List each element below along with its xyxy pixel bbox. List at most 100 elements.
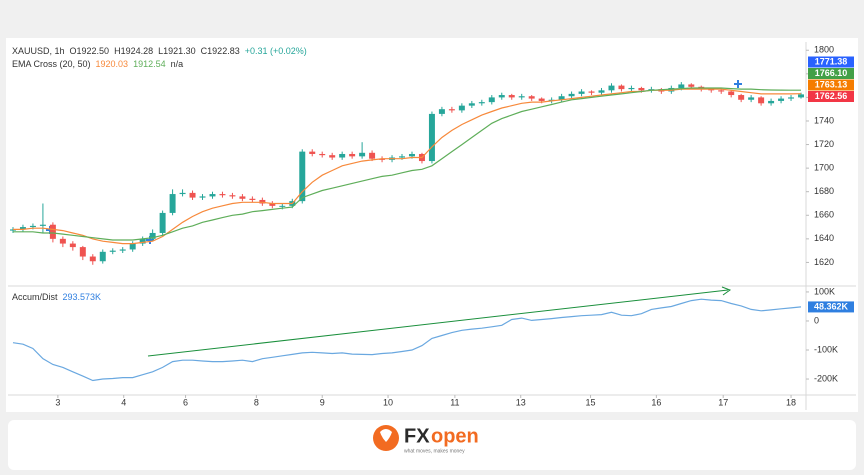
- candle-body: [478, 102, 485, 104]
- x-tick-label: 10: [383, 397, 393, 407]
- ohlc-open: O1922.50: [69, 46, 110, 56]
- ad-line: [12, 298, 802, 382]
- symbol: XAUUSD, 1h: [12, 46, 65, 56]
- candle-body: [778, 98, 785, 101]
- candle-body: [488, 97, 495, 103]
- ad-header: Accum/Dist 293.573K: [12, 292, 101, 302]
- candle-body: [768, 100, 775, 104]
- candle-body: [369, 152, 376, 159]
- x-tick-label: 11: [450, 397, 459, 407]
- brand-fx: FX: [404, 425, 430, 447]
- candle-body: [628, 87, 635, 90]
- footer-card: [8, 420, 856, 470]
- candle-body: [269, 203, 276, 206]
- candle-body: [468, 103, 475, 106]
- candle-body: [408, 153, 415, 157]
- x-tick-label: 15: [586, 397, 596, 407]
- x-tick-label: 13: [516, 397, 526, 407]
- price-tag-bg: [808, 56, 854, 68]
- y-tick-label: -200K: [814, 373, 838, 383]
- candle-body: [179, 192, 186, 195]
- candle-body: [129, 243, 136, 250]
- candle-body: [169, 194, 176, 213]
- candle-body: [149, 232, 156, 239]
- candle-body: [678, 84, 685, 88]
- x-tick-label: 6: [183, 397, 188, 407]
- candle-body: [319, 153, 326, 156]
- y-tick-label: 100K: [814, 286, 835, 296]
- ema-line: [13, 88, 802, 245]
- price-tag: 1763.13: [815, 79, 848, 89]
- candle-body: [458, 105, 465, 111]
- candle-body: [748, 97, 755, 100]
- y-tick-label: 1800: [814, 45, 834, 55]
- candle-body: [438, 109, 445, 114]
- candle-body: [249, 198, 256, 200]
- candle-body: [598, 90, 605, 93]
- candle-body: [9, 229, 16, 231]
- candle-body: [508, 95, 515, 98]
- candle-body: [578, 91, 585, 94]
- candle-body: [428, 113, 435, 162]
- candle-body: [359, 152, 366, 157]
- candle-body: [349, 153, 356, 157]
- x-tick-label: 16: [651, 397, 661, 407]
- candle-body: [229, 195, 236, 197]
- ad-tag: 48.362K: [814, 301, 849, 311]
- candle-body: [139, 238, 146, 244]
- candle-body: [99, 251, 106, 262]
- candle-body: [19, 227, 26, 230]
- candle-body: [209, 194, 216, 197]
- ad-value: 293.573K: [62, 292, 102, 302]
- y-tick-label: 1620: [814, 257, 834, 267]
- trend-arrow-head: [721, 286, 732, 296]
- logo-icon-detail: [380, 429, 392, 442]
- ad-title: Accum/Dist: [12, 292, 58, 302]
- candle-body: [568, 93, 575, 97]
- candle-body: [728, 91, 735, 96]
- candle-body: [688, 84, 695, 87]
- candle-body: [798, 94, 805, 98]
- price-header: XAUUSD, 1h O1922.50 H1924.28 L1921.30 C1…: [12, 46, 307, 56]
- ohlc-low: L1921.30: [158, 46, 196, 56]
- trend-arrow: [147, 286, 732, 357]
- candle-body: [279, 205, 286, 207]
- price-tag-bg: [808, 91, 854, 102]
- change: +0.31 (+0.02%): [244, 46, 307, 56]
- y-tick-label: 1720: [814, 139, 834, 149]
- candle-body: [528, 96, 535, 99]
- y-tick-label: -100K: [814, 344, 838, 354]
- candle-body: [399, 156, 406, 158]
- candle-body: [329, 155, 336, 158]
- ema-name: EMA Cross (20, 50): [12, 59, 91, 69]
- trend-arrow-line: [147, 289, 729, 357]
- y-tick-label: 1660: [814, 210, 834, 220]
- y-tick-label: 1700: [814, 163, 834, 173]
- x-tick-label: 8: [254, 397, 259, 407]
- candle-body: [69, 243, 76, 248]
- candle-body: [29, 225, 36, 228]
- candle-body: [708, 89, 715, 91]
- candle-body: [49, 224, 56, 239]
- price-tag: 1762.56: [815, 91, 848, 101]
- candle-body: [588, 91, 595, 93]
- candle-body: [59, 238, 66, 244]
- candle-body: [159, 212, 166, 233]
- price-tag: 1766.10: [815, 68, 848, 78]
- ohlc-close: C1922.83: [200, 46, 240, 56]
- x-tick-label: 17: [718, 397, 728, 407]
- brand-open: open: [431, 425, 479, 447]
- ohlc-high: H1924.28: [114, 46, 154, 56]
- candle-body: [788, 97, 795, 99]
- candle-body: [89, 256, 96, 262]
- candle-body: [498, 95, 505, 98]
- ema-fast-value: 1920.03: [95, 59, 129, 69]
- candle-body: [79, 247, 86, 257]
- ema-slow-value: 1912.54: [133, 59, 166, 69]
- candle-body: [39, 224, 46, 226]
- chart-card: [6, 38, 858, 412]
- x-tick-label: 18: [786, 397, 796, 407]
- candle-body: [219, 194, 226, 196]
